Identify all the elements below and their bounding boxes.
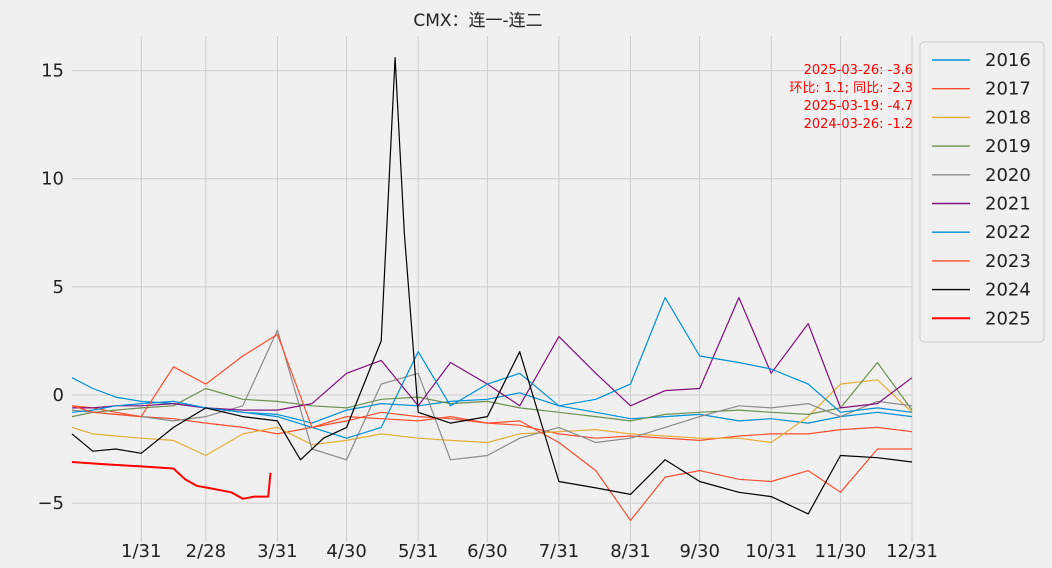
- series-lines: [71, 56, 913, 522]
- legend-label: 2024: [985, 280, 1031, 301]
- x-tick-label: 5/31: [398, 541, 438, 562]
- x-tick-label: 7/31: [539, 541, 579, 562]
- annotation-line: 2024-03-26: -1.2: [804, 117, 913, 132]
- x-axis: 1/31 2/28 3/31 4/30 5/31 6/30 7/31 8/31 9/30 10/3…: [121, 541, 938, 562]
- legend-label: 2017: [985, 79, 1031, 100]
- legend-label: 2025: [985, 308, 1031, 329]
- series-line-2021: [72, 297, 913, 411]
- series-line-2017: [71, 405, 913, 441]
- y-tick-label: 0: [53, 385, 64, 406]
- x-tick-label: 9/30: [679, 541, 719, 562]
- series-line-2018: [71, 379, 913, 457]
- x-tick-label: 1/31: [121, 541, 161, 562]
- grid: [72, 36, 913, 542]
- y-tick-label: 15: [41, 61, 64, 82]
- x-tick-label: 11/30: [815, 541, 867, 562]
- legend-label: 2022: [985, 222, 1031, 243]
- annotation: 2025-03-26: -3.6 环比: 1.1; 同比: -2.3 2025-03…: [789, 63, 913, 132]
- legend-label: 2018: [985, 107, 1031, 128]
- y-tick-label: 5: [53, 277, 64, 298]
- y-axis: −5 0 5 10 15: [37, 61, 64, 514]
- chart-title: CMX：连一-连二: [413, 11, 542, 31]
- x-tick-label: 8/31: [610, 541, 650, 562]
- legend-label: 2019: [985, 136, 1031, 157]
- plot-area: [72, 36, 912, 542]
- y-tick-label: −5: [37, 493, 64, 514]
- series-line-2020: [71, 329, 913, 461]
- series-line-2025: [71, 461, 272, 500]
- x-tick-label: 6/30: [467, 541, 507, 562]
- legend-label: 2021: [985, 194, 1031, 215]
- y-tick-label: 10: [41, 169, 64, 190]
- x-tick-label: 3/31: [257, 541, 297, 562]
- x-tick-label: 12/31: [886, 541, 938, 562]
- legend-label: 2020: [985, 165, 1031, 186]
- legend-label: 2023: [985, 251, 1031, 272]
- series-line-2024: [71, 56, 913, 515]
- annotation-line: 2025-03-26: -3.6: [804, 63, 913, 78]
- x-tick-label: 10/31: [745, 541, 797, 562]
- legend: 2016 2017 2018 2019 2020 2021 2022 2023 2024 2025: [919, 41, 1045, 343]
- annotation-line: 2025-03-19: -4.7: [804, 99, 913, 114]
- x-tick-label: 2/28: [186, 541, 226, 562]
- legend-label: 2016: [985, 50, 1031, 71]
- annotation-line: 环比: 1.1; 同比: -2.3: [789, 81, 913, 96]
- series-line-2022: [71, 297, 913, 439]
- x-tick-label: 4/30: [326, 541, 366, 562]
